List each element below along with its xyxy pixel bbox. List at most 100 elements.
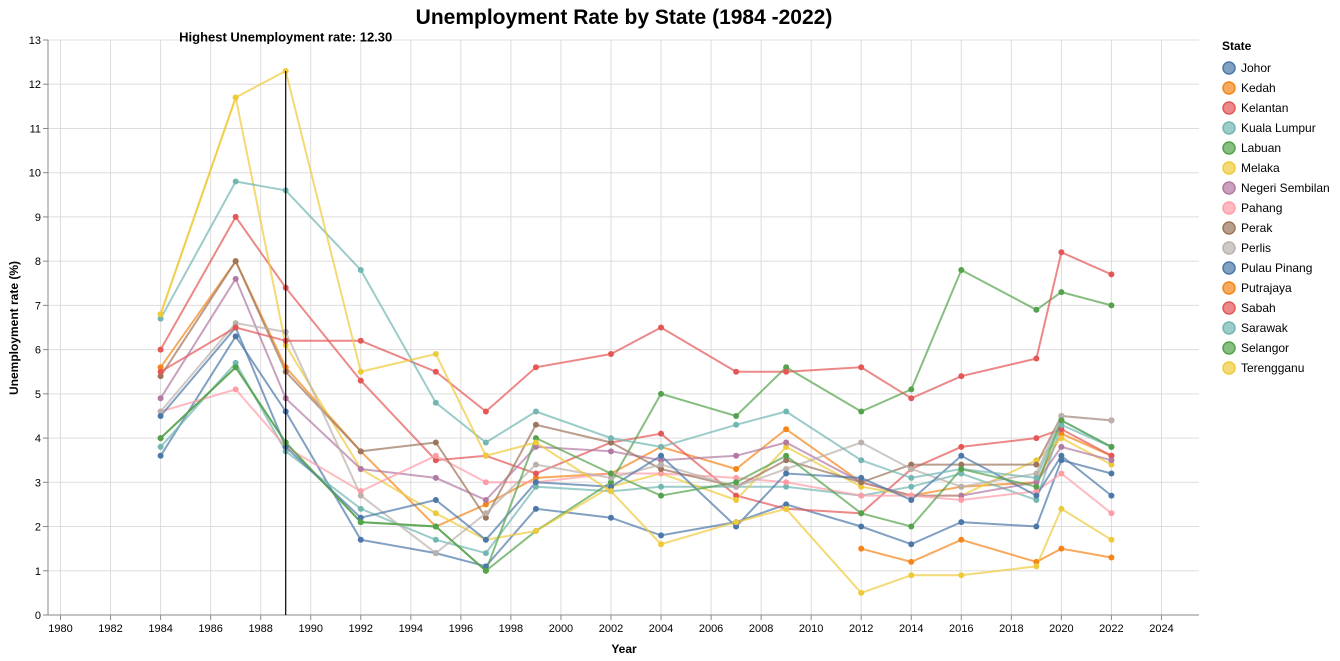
data-point-putrajaya xyxy=(1108,554,1115,561)
data-point-negeri-sembilan xyxy=(357,466,364,473)
data-point-pulau-pinang xyxy=(1108,492,1115,499)
data-point-perlis xyxy=(432,550,439,557)
data-point-kuala-lumpur xyxy=(1033,497,1040,503)
data-point-kelantan xyxy=(1058,426,1065,433)
annotation-text: Highest Unemployment rate: 12.30 xyxy=(179,29,392,44)
data-point-selangor xyxy=(858,510,865,517)
x-tick-label: 2000 xyxy=(549,623,573,635)
data-point-pulau-pinang xyxy=(157,412,164,419)
chart-title: Unemployment Rate by State (1984 -2022) xyxy=(416,6,833,29)
data-point-pahang xyxy=(658,470,665,477)
data-point-kelantan xyxy=(958,443,965,450)
data-point-kedah xyxy=(157,364,164,371)
y-tick-label: 1 xyxy=(35,566,41,578)
data-point-terengganu xyxy=(1033,563,1040,570)
data-point-johor xyxy=(958,519,965,526)
legend-item-putrajaya: Putrajaya xyxy=(1222,281,1292,295)
data-point-terengganu xyxy=(858,589,865,596)
data-point-kuala-lumpur xyxy=(958,470,965,477)
data-point-kedah xyxy=(733,466,740,473)
data-point-pulau-pinang xyxy=(658,452,665,459)
legend-item-terengganu: Terengganu xyxy=(1222,361,1304,375)
legend: State Johor Kedah Kelantan Kuala Lumpur Labu… xyxy=(1222,39,1330,375)
data-point-perlis xyxy=(958,483,965,490)
legend-swatch xyxy=(1222,261,1236,275)
data-point-labuan xyxy=(733,412,740,419)
data-point-kuala-lumpur xyxy=(357,505,364,512)
legend-item-sarawak: Sarawak xyxy=(1222,321,1289,335)
data-point-pahang xyxy=(432,452,439,459)
data-point-perak xyxy=(607,439,614,446)
x-tick-label: 2010 xyxy=(799,623,823,635)
data-point-sabah xyxy=(733,368,740,375)
y-tick-label: 13 xyxy=(29,35,41,47)
x-tick-label: 1980 xyxy=(48,623,72,635)
legend-label: Sarawak xyxy=(1241,321,1289,335)
legend-label: Melaka xyxy=(1241,161,1280,175)
data-point-perak xyxy=(783,457,790,464)
data-point-kelantan xyxy=(733,492,740,499)
data-point-sabah xyxy=(958,373,965,380)
data-point-perlis xyxy=(1108,417,1115,424)
legend-item-sabah: Sabah xyxy=(1222,301,1276,315)
x-tick-label: 2020 xyxy=(1049,623,1073,635)
data-point-terengganu xyxy=(1108,536,1115,543)
data-point-perlis xyxy=(532,461,539,468)
y-tick-label: 4 xyxy=(35,433,41,445)
data-point-sarawak xyxy=(532,408,539,415)
data-point-negeri-sembilan xyxy=(232,275,239,282)
data-point-negeri-sembilan xyxy=(1108,457,1115,464)
series-lines xyxy=(159,69,1113,595)
data-point-melaka xyxy=(532,527,539,534)
legend-item-johor: Johor xyxy=(1222,61,1271,75)
legend-swatch xyxy=(1222,361,1236,375)
data-point-melaka xyxy=(783,443,790,450)
data-point-sabah xyxy=(658,324,665,331)
legend-label: Johor xyxy=(1241,61,1271,75)
data-point-perlis xyxy=(357,492,364,499)
data-point-sabah xyxy=(607,351,614,358)
legend-swatch xyxy=(1222,241,1236,255)
x-tick-label: 1994 xyxy=(399,623,423,635)
data-point-terengganu xyxy=(482,452,489,459)
legend-swatch xyxy=(1222,301,1236,315)
data-point-sabah xyxy=(532,364,539,371)
x-tick-label: 1988 xyxy=(248,623,272,635)
x-tick-label: 2022 xyxy=(1099,623,1123,635)
x-tick-label: 1984 xyxy=(148,623,172,635)
data-point-kuala-lumpur xyxy=(783,483,790,490)
grid xyxy=(48,39,1199,616)
data-point-sabah xyxy=(157,368,164,375)
legend-swatch xyxy=(1222,101,1236,115)
x-tick-label: 2006 xyxy=(699,623,723,635)
data-point-labuan xyxy=(858,408,865,415)
legend-swatch xyxy=(1222,61,1236,75)
data-point-putrajaya xyxy=(958,536,965,543)
x-tick-label: 1998 xyxy=(499,623,523,635)
data-point-sabah xyxy=(908,395,915,402)
data-point-pahang xyxy=(1058,470,1065,477)
data-point-kuala-lumpur xyxy=(658,483,665,490)
y-tick-label: 9 xyxy=(35,212,41,224)
data-point-pulau-pinang xyxy=(1058,452,1065,459)
data-point-terengganu xyxy=(232,94,239,101)
data-point-sarawak xyxy=(733,421,740,428)
data-point-selangor xyxy=(658,492,665,499)
legend-item-kedah: Kedah xyxy=(1222,81,1276,95)
data-point-terengganu xyxy=(958,572,965,579)
data-point-selangor xyxy=(1108,443,1115,450)
data-point-perak xyxy=(908,461,915,468)
data-point-johor xyxy=(482,563,489,570)
data-point-sabah xyxy=(783,368,790,375)
data-point-johor xyxy=(1108,470,1115,477)
data-point-labuan xyxy=(1033,306,1040,313)
data-point-pulau-pinang xyxy=(1033,492,1040,499)
legend-swatch xyxy=(1222,181,1236,195)
x-tick-label: 1996 xyxy=(449,623,473,635)
legend-label: Pahang xyxy=(1241,201,1282,215)
data-point-negeri-sembilan xyxy=(482,497,489,503)
data-point-perak xyxy=(357,448,364,455)
data-point-negeri-sembilan xyxy=(1033,479,1040,486)
data-point-terengganu xyxy=(532,439,539,446)
data-point-pulau-pinang xyxy=(607,483,614,490)
